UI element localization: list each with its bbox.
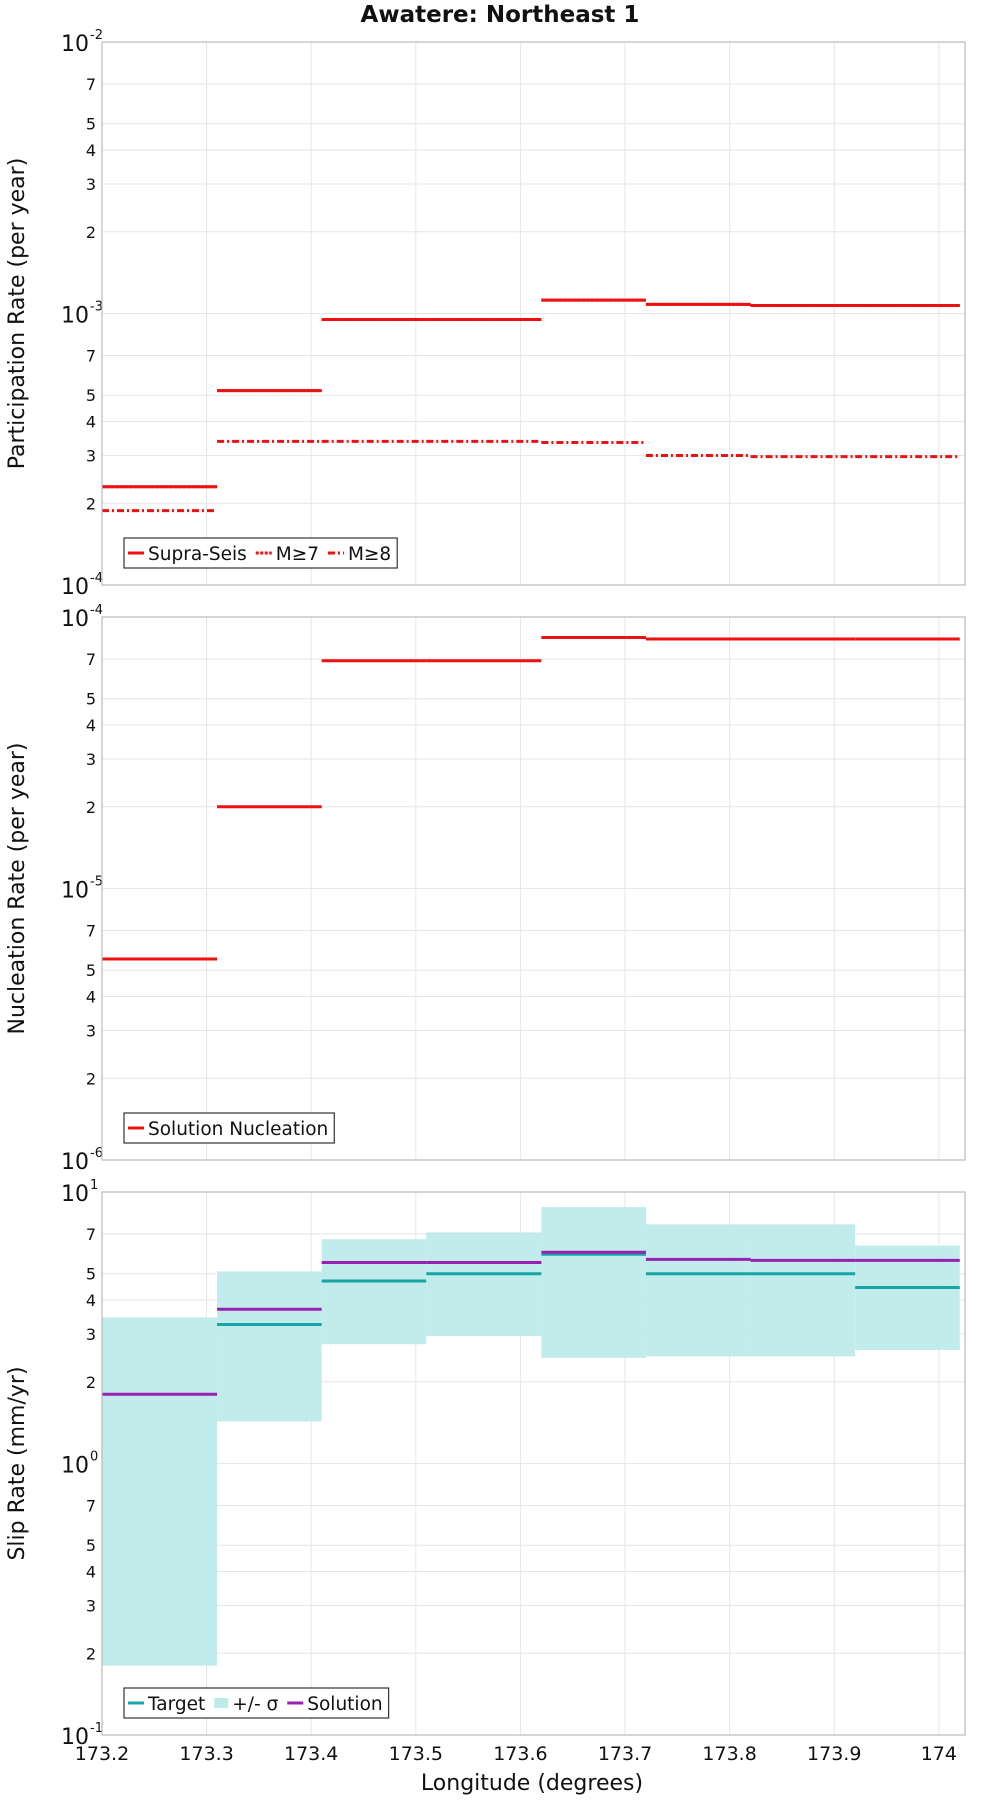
y-tick-label: 5 xyxy=(86,115,96,134)
x-tick-label: 173.2 xyxy=(75,1743,129,1765)
x-tick-label: 174 xyxy=(921,1743,957,1765)
y-tick-label: 10 xyxy=(61,304,89,329)
y-tick-exponent: 0 xyxy=(90,1450,98,1465)
sigma-band-segment xyxy=(750,1224,856,1357)
chart-title: Awatere: Northeast 1 xyxy=(361,2,640,28)
sigma-band-segment xyxy=(541,1207,646,1358)
x-tick-label: 173.5 xyxy=(389,1743,443,1765)
legend: Supra-Seis M≥7 M≥8 xyxy=(123,537,398,569)
x-tick-label: 173.8 xyxy=(702,1743,756,1765)
y-tick-exponent: -4 xyxy=(90,603,103,618)
y-tick-label: 2 xyxy=(86,1373,96,1392)
plot-frame xyxy=(101,1191,966,1736)
y-tick-label: 10 xyxy=(61,1182,89,1207)
legend-entry: M≥7 xyxy=(276,544,319,565)
y-tick-label: 3 xyxy=(86,175,96,194)
y-tick-label: 3 xyxy=(86,446,96,465)
y-tick-exponent: -4 xyxy=(90,571,103,586)
y-tick-label: 2 xyxy=(86,798,96,817)
y-tick-label: 3 xyxy=(86,1021,96,1040)
sigma-band-segment xyxy=(645,1224,751,1357)
legend: Target +/- σ Solution xyxy=(123,1687,390,1719)
x-tick-label: 173.7 xyxy=(598,1743,652,1765)
legend-entry: Supra-Seis xyxy=(148,544,247,565)
y-tick-label: 10 xyxy=(61,1454,89,1479)
y-tick-label: 10 xyxy=(61,32,89,57)
y-tick-label: 10 xyxy=(61,879,89,904)
x-tick-label: 173.6 xyxy=(493,1743,547,1765)
legend: Solution Nucleation xyxy=(123,1112,335,1144)
legend-swatch xyxy=(214,1698,229,1708)
y-tick-label: 5 xyxy=(86,961,96,980)
y-tick-label: 4 xyxy=(86,413,96,432)
y-tick-label: 10 xyxy=(61,575,89,600)
x-tick-label: 173.9 xyxy=(807,1743,861,1765)
y-tick-label: 5 xyxy=(86,386,96,405)
legend-entry: Solution xyxy=(307,1694,382,1715)
sigma-band-segment xyxy=(321,1239,427,1345)
y-tick-label: 7 xyxy=(86,1225,96,1244)
y-tick-label: 7 xyxy=(86,922,96,941)
x-tick-label: 173.4 xyxy=(284,1743,338,1765)
sigma-band-segment xyxy=(855,1245,960,1350)
sigma-band-segment xyxy=(217,1271,322,1422)
legend-box xyxy=(123,1112,335,1144)
y-tick-label: 4 xyxy=(86,716,96,735)
y-tick-label: 2 xyxy=(86,1069,96,1088)
y-tick-label: 3 xyxy=(86,1596,96,1615)
y-tick-label: 2 xyxy=(86,223,96,242)
y-axis-label: Slip Rate (mm/yr) xyxy=(5,1366,30,1560)
y-tick-label: 10 xyxy=(61,607,89,632)
legend-entry: Target xyxy=(147,1694,205,1715)
y-tick-label: 2 xyxy=(86,1644,96,1663)
y-tick-exponent: 1 xyxy=(90,1178,98,1193)
legend-box xyxy=(123,1687,390,1719)
y-tick-label: 10 xyxy=(61,1725,89,1750)
x-axis-label: Longitude (degrees) xyxy=(421,1771,643,1796)
y-tick-label: 5 xyxy=(86,690,96,709)
y-axis-label: Nucleation Rate (per year) xyxy=(5,743,30,1035)
y-tick-label: 3 xyxy=(86,750,96,769)
y-tick-label: 2 xyxy=(86,494,96,513)
y-tick-label: 7 xyxy=(86,1497,96,1516)
y-tick-label: 7 xyxy=(86,347,96,366)
y-tick-label: 10 xyxy=(61,1150,89,1175)
x-tick-label: 173.3 xyxy=(179,1743,233,1765)
plot-frame xyxy=(101,616,966,1161)
y-tick-label: 7 xyxy=(86,75,96,94)
sigma-band-segment xyxy=(426,1232,542,1336)
y-axis-label: Participation Rate (per year) xyxy=(5,158,30,470)
y-tick-exponent: -6 xyxy=(90,1146,103,1161)
legend-entry: Solution Nucleation xyxy=(148,1119,328,1140)
y-tick-exponent: -2 xyxy=(90,28,103,43)
y-tick-label: 4 xyxy=(86,988,96,1007)
y-tick-label: 4 xyxy=(86,1563,96,1582)
y-tick-label: 4 xyxy=(86,141,96,160)
sigma-band-segment xyxy=(102,1317,218,1666)
plot-frame xyxy=(101,41,966,586)
legend-entry: +/- σ xyxy=(232,1694,278,1715)
y-tick-label: 3 xyxy=(86,1325,96,1344)
y-tick-exponent: -1 xyxy=(90,1721,103,1736)
y-tick-exponent: -5 xyxy=(90,875,103,890)
y-tick-label: 7 xyxy=(86,650,96,669)
legend-entry: M≥8 xyxy=(348,544,391,565)
y-tick-label: 5 xyxy=(86,1536,96,1555)
y-tick-label: 5 xyxy=(86,1265,96,1284)
y-tick-label: 4 xyxy=(86,1291,96,1310)
y-tick-exponent: -3 xyxy=(90,300,103,315)
